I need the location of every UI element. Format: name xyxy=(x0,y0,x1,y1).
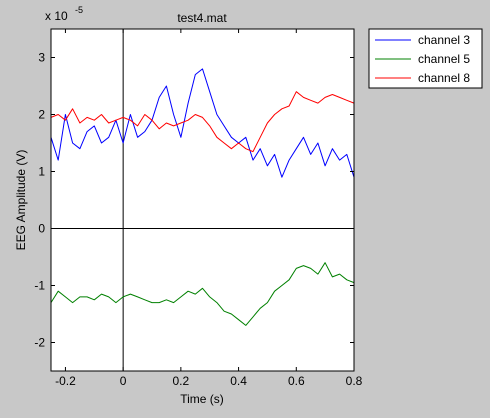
series-line-channel-8 xyxy=(50,91,355,153)
y-tick-label: 2 xyxy=(38,108,45,122)
series-layer xyxy=(50,68,355,326)
exponent-base: x 10 xyxy=(45,9,68,23)
x-axis-label: Time (s) xyxy=(180,392,224,406)
y-tick-label: 1 xyxy=(38,165,45,179)
x-tick-label: 0.4 xyxy=(230,374,247,388)
x-tick-label: 0.2 xyxy=(173,374,190,388)
x-tick-label: 0 xyxy=(120,374,127,388)
chart-title: test4.mat xyxy=(177,11,227,25)
y-tick-label: 3 xyxy=(38,51,45,65)
series-line-channel-3 xyxy=(50,68,355,178)
y-tick-label: -1 xyxy=(34,279,45,293)
x-tick-label: 0.8 xyxy=(346,374,363,388)
y-tick-label: -2 xyxy=(34,336,45,350)
x-tick-label: -0.2 xyxy=(55,374,76,388)
exponent-power: -5 xyxy=(75,5,83,15)
plot-frame xyxy=(50,28,355,372)
legend: channel 3 channel 5 channel 8 xyxy=(368,28,483,89)
y-ticks: -2 -1 0 1 2 3 xyxy=(34,51,354,350)
legend-label-channel-5: channel 5 xyxy=(418,52,470,66)
plot-area xyxy=(51,29,354,371)
x-ticks: -0.2 0 0.2 0.4 0.6 0.8 xyxy=(55,29,363,388)
x-tick-label: 0.6 xyxy=(288,374,305,388)
zero-lines xyxy=(51,29,354,371)
legend-label-channel-8: channel 8 xyxy=(418,71,470,85)
y-tick-label: 0 xyxy=(38,222,45,236)
series-line-channel-5 xyxy=(50,262,355,326)
legend-label-channel-3: channel 3 xyxy=(418,33,470,47)
y-axis-label: EEG Amplitude (V) xyxy=(14,150,28,251)
